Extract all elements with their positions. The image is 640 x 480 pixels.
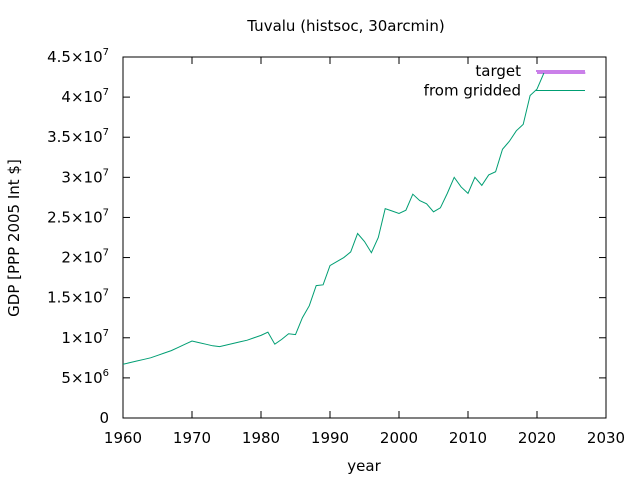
legend: target from gridded [424, 62, 585, 100]
y-tick-label: 4.5×107 [47, 47, 109, 66]
plot-frame [122, 56, 607, 419]
y-tick-label: 1×107 [61, 328, 109, 347]
y-tick-label: 3×107 [61, 167, 109, 186]
x-tick-label: 2010 [449, 429, 487, 447]
series-line-from-gridded [122, 72, 545, 365]
chart-title: Tuvalu (histsoc, 30arcmin) [246, 17, 444, 35]
x-tick-label: 2020 [518, 429, 556, 447]
x-axis-label: year [347, 457, 381, 475]
y-tick-label: 5×106 [61, 368, 109, 387]
x-tick-label: 1960 [104, 429, 142, 447]
x-tick-label: 1990 [311, 429, 349, 447]
legend-label: target [475, 62, 521, 80]
y-tick-label: 1.5×107 [47, 288, 109, 307]
y-tick-label: 2×107 [61, 248, 109, 267]
y-axis-label: GDP [PPP 2005 Int $] [5, 159, 23, 317]
y-tick-label: 0 [99, 409, 109, 427]
x-axis-ticks: 1960 1970 1980 1990 2000 2010 2020 2030 [104, 57, 625, 447]
series-layer [122, 72, 586, 365]
x-tick-label: 1970 [173, 429, 211, 447]
y-tick-label: 3.5×107 [47, 127, 109, 146]
x-tick-label: 2030 [587, 429, 625, 447]
legend-label: from gridded [424, 82, 521, 100]
y-axis-ticks: 0 5×106 1×107 1.5×107 2×107 2.5×107 3×107 3.5×1… [47, 47, 606, 427]
x-tick-label: 2000 [380, 429, 418, 447]
x-tick-label: 1980 [242, 429, 280, 447]
y-tick-label: 2.5×107 [47, 207, 109, 226]
y-tick-label: 4×107 [61, 87, 109, 106]
